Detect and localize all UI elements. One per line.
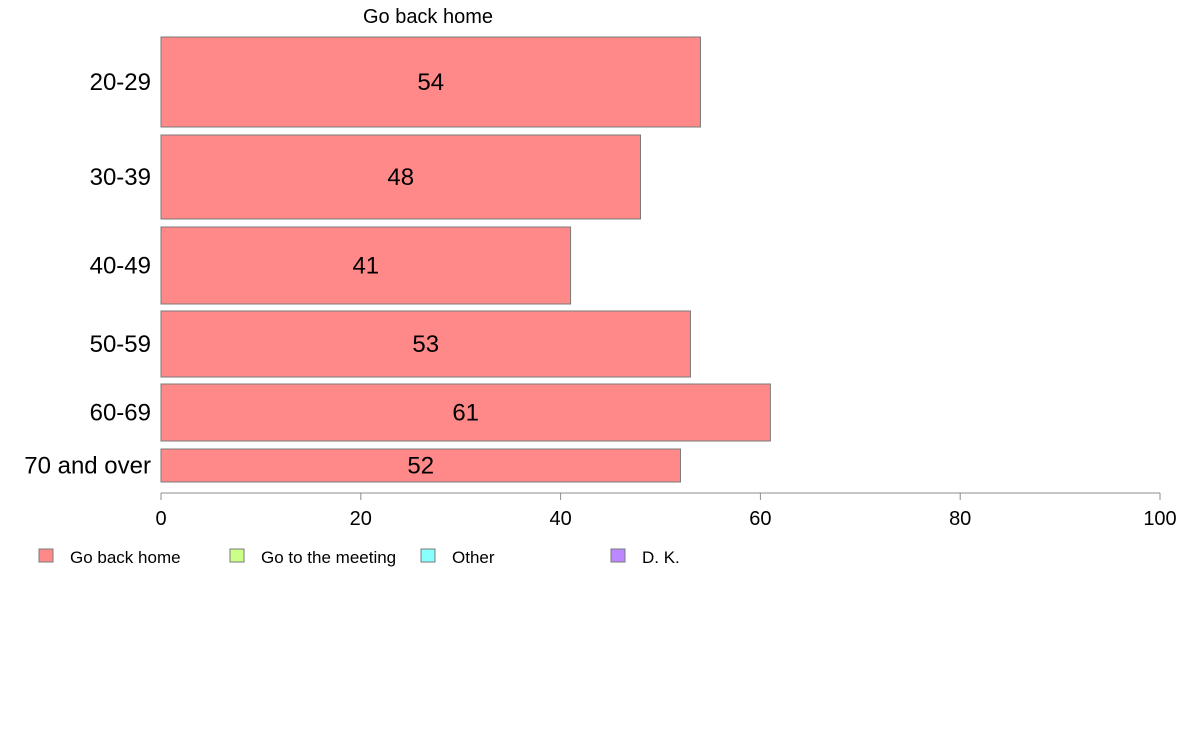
x-axis: 0 20 40 60 80 100 (155, 492, 1177, 530)
bar-30-39 (160, 134, 642, 220)
category-label: 40-49 (90, 253, 151, 280)
bar-value-label: 48 (387, 164, 414, 191)
bar-20-29 (160, 36, 701, 128)
legend-label: Other (452, 548, 495, 567)
x-tick-label: 40 (549, 508, 571, 530)
bar-value-label: 53 (412, 331, 439, 358)
value-labels-group: 54 48 41 53 61 52 (352, 69, 479, 480)
bar-value-label: 54 (417, 69, 444, 96)
legend-swatch (420, 548, 436, 563)
x-tick-label: 100 (1143, 508, 1176, 530)
x-tick-label: 0 (155, 508, 166, 530)
category-label: 30-39 (90, 164, 151, 191)
bar-70-and-over (160, 448, 681, 483)
bar-value-label: 52 (407, 453, 434, 480)
x-tick-label: 80 (949, 508, 971, 530)
bar-value-label: 41 (352, 253, 379, 280)
legend-label: Go back home (70, 548, 181, 567)
bar-60-69 (160, 383, 771, 442)
bar-value-label: 61 (452, 400, 479, 427)
bar-40-49 (160, 226, 572, 305)
category-label: 70 and over (24, 453, 151, 480)
legend-swatch (38, 548, 54, 563)
x-tick-label: 20 (350, 508, 372, 530)
category-label: 60-69 (90, 400, 151, 427)
x-tick-label: 60 (749, 508, 771, 530)
category-labels-group: 20-29 30-39 40-49 50-59 60-69 70 and over (24, 69, 151, 480)
legend: Go back home Go to the meeting Other D. K. (38, 548, 680, 567)
bars-group (160, 36, 771, 483)
chart-title: Go back home (363, 6, 493, 28)
bar-50-59 (160, 310, 691, 378)
legend-label: D. K. (642, 548, 680, 567)
legend-label: Go to the meeting (261, 548, 396, 567)
legend-swatch (610, 548, 626, 563)
legend-swatch (229, 548, 245, 563)
category-label: 50-59 (90, 331, 151, 358)
category-label: 20-29 (90, 69, 151, 96)
